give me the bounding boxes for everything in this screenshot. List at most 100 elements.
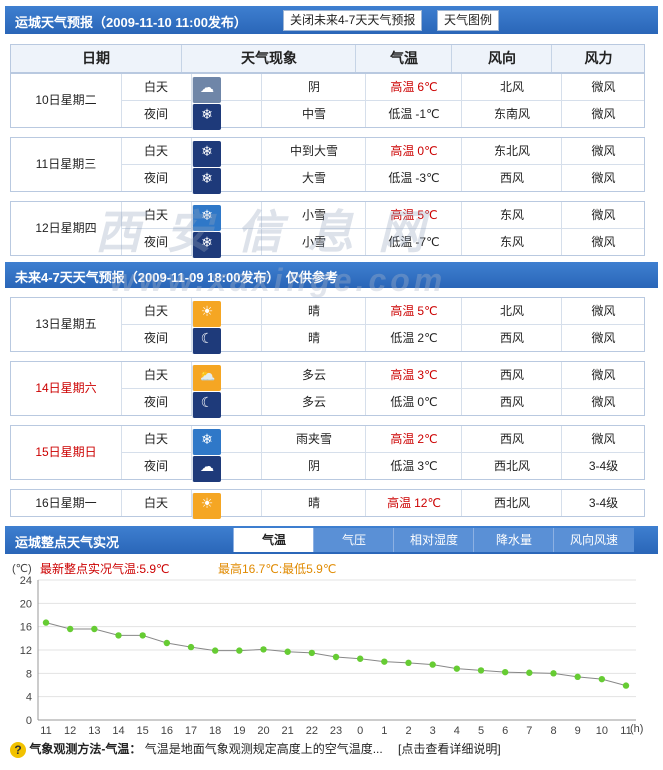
- data-point: [356, 655, 364, 662]
- wind-force: 3-4级: [561, 490, 645, 516]
- wind-force: 微风: [561, 325, 645, 351]
- wind-force: 微风: [561, 165, 645, 191]
- temp-value: 3℃: [417, 368, 438, 382]
- day-name: 13日星期五: [11, 298, 122, 351]
- temp-label: 高温: [390, 208, 415, 222]
- period-row: 夜间 ☁ 阴低温 3℃ 西北风 3-4级: [121, 453, 645, 482]
- weather-text: 雨夹雪: [261, 426, 366, 452]
- wind-direction: 东风: [461, 229, 562, 255]
- data-point: [66, 625, 74, 633]
- period-row: 夜间 ☾ 多云 低温 0℃ 西风 微风: [121, 389, 644, 418]
- temp-value: 0℃: [417, 395, 438, 409]
- wind-direction: 西北风: [461, 453, 562, 479]
- wind-direction: 西风: [461, 389, 562, 415]
- period-label: 夜间: [143, 395, 168, 409]
- weather-text: 晴: [261, 298, 366, 324]
- data-point: [381, 658, 388, 665]
- close-extended-forecast-button[interactable]: 关闭未来4-7天天气预报: [283, 10, 423, 31]
- tab-temperature[interactable]: 气温: [233, 528, 314, 552]
- period-row: 白天 ❄ 中到大雪 高温 0℃ 东北风 微风: [121, 138, 644, 167]
- tab-precipitation[interactable]: 降水量: [473, 528, 554, 552]
- temp-label: 低温: [388, 107, 413, 121]
- day-block: 13日星期五 白天 ☀ 晴高温 5℃ 北风 微风 夜间 ☾ 晴低温 2℃ 西风 微风: [10, 297, 645, 354]
- temp-value: -3℃: [415, 171, 440, 185]
- temp-label: 低温: [388, 235, 413, 249]
- weather-text: 阴: [261, 453, 366, 479]
- wind-force: 微风: [561, 229, 645, 255]
- day-block: 10日星期二 白天 ☁ 阴高温 6℃ 北风 微风 夜间 ❄ 中雪 低温 -1℃ 东南风 微风: [10, 73, 645, 130]
- overcast-icon: ☁: [192, 77, 221, 103]
- icon-cell: ❄: [191, 101, 262, 130]
- wind-force: 微风: [561, 74, 645, 100]
- weather-legend-button[interactable]: 天气图例: [437, 10, 500, 31]
- y-tick-label: 12: [20, 645, 32, 657]
- tab-humidity[interactable]: 相对湿度: [393, 528, 474, 552]
- data-point: [332, 653, 340, 661]
- wind-direction: 西风: [461, 165, 562, 191]
- wind-force: 微风: [561, 298, 645, 324]
- weather-text: 多云: [261, 389, 366, 415]
- temp-value: 5℃: [417, 208, 438, 222]
- temp-cell: 高温 5℃: [365, 202, 462, 228]
- wind-force: 3-4级: [561, 453, 645, 479]
- period-row: 白天 ☀ 晴高温 12℃ 西北风 3-4级: [121, 490, 645, 519]
- temp-label: 高温: [390, 304, 415, 318]
- weather-text: 中到大雪: [261, 138, 366, 164]
- data-point: [211, 647, 219, 654]
- data-point: [622, 682, 630, 689]
- data-point: [574, 673, 581, 681]
- temp-range: 最高16.7℃:最低5.9℃: [218, 562, 337, 576]
- x-tick-label: 7: [526, 725, 532, 736]
- x-tick-label: 15: [137, 725, 149, 736]
- x-tick-label: 5: [478, 725, 484, 736]
- x-tick-label: 2: [405, 725, 411, 736]
- extended-title: 未来4-7天天气预报（2009-11-09 18:00发布） 仅供参考: [15, 270, 338, 285]
- day-name: 14日星期六: [11, 362, 122, 415]
- details-link[interactable]: [点击查看详细说明]: [398, 742, 501, 756]
- extended-title-bar: 未来4-7天天气预报（2009-11-09 18:00发布） 仅供参考: [5, 262, 658, 288]
- data-point: [260, 646, 267, 653]
- temp-label: 高温: [390, 80, 415, 94]
- temp-cell: 低温 -7℃: [365, 229, 462, 255]
- x-tick-label: 13: [88, 725, 100, 736]
- tab-wind[interactable]: 风向风速: [553, 528, 634, 552]
- y-tick-label: 16: [20, 622, 32, 634]
- period-label: 白天: [143, 432, 168, 446]
- data-point: [526, 669, 533, 676]
- forecast-table-header: 日期 天气现象 气温 风向 风力: [10, 44, 645, 73]
- period-label: 白天: [143, 208, 168, 222]
- wind-force: 微风: [561, 101, 645, 127]
- x-tick-label: 3: [430, 725, 436, 736]
- day-block: 11日星期三 白天 ❄ 中到大雪 高温 0℃ 东北风 微风 夜间 ❄ 大雪 低温 -3℃ 西风 微风: [10, 137, 645, 194]
- day-block: 14日星期六 白天 ⛅ 多云 高温 3℃ 西风 微风 夜间 ☾ 多云 低温 0℃ 西风 微风: [10, 361, 645, 418]
- period-label: 白天: [143, 144, 168, 158]
- forecast-title: 运城天气预报（2009-11-10 11:00发布）: [15, 15, 247, 30]
- icon-cell: ☁: [191, 74, 262, 103]
- day-name: 11日星期三: [11, 138, 122, 191]
- y-tick-label: 0: [26, 715, 32, 727]
- light-snow-icon: ❄: [192, 205, 221, 231]
- day-block: 12日星期四 白天 ❄ 小雪 高温 5℃ 东风 微风 夜间 ❄ 小雪 低温 -7℃ 东风 微风: [10, 201, 645, 258]
- y-tick-label: 24: [20, 575, 32, 587]
- header-temp: 气温: [355, 45, 452, 72]
- x-tick-label: 0: [357, 725, 363, 736]
- day-name: 12日星期四: [11, 202, 122, 255]
- icon-cell: ❄: [191, 165, 262, 194]
- temp-value: 5℃: [417, 304, 438, 318]
- x-tick-label: 14: [112, 725, 124, 736]
- data-point: [115, 632, 122, 639]
- temp-cell: 高温 5℃: [365, 298, 462, 324]
- x-tick-label: 12: [64, 725, 76, 736]
- tab-pressure[interactable]: 气压: [313, 528, 394, 552]
- heavy-snow-icon: ❄: [192, 141, 221, 167]
- header-phenomenon: 天气现象: [181, 45, 356, 72]
- period-row: 夜间 ❄ 大雪 低温 -3℃ 西风 微风: [121, 165, 645, 194]
- data-point: [91, 625, 98, 633]
- temp-cell: 低温 2℃: [365, 325, 462, 351]
- header-wind-force: 风力: [551, 45, 645, 72]
- period-row: 白天 ⛅ 多云 高温 3℃ 西风 微风: [121, 362, 644, 391]
- sunny-icon: ☀: [192, 493, 221, 519]
- data-point: [477, 667, 485, 674]
- temp-value: -1℃: [415, 107, 440, 121]
- icon-cell: ❄: [191, 426, 262, 455]
